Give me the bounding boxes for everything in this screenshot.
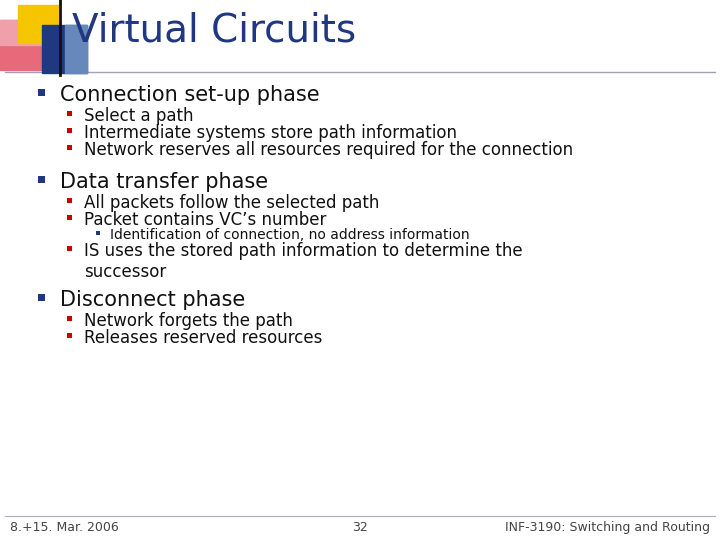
Bar bbox=[67, 127, 72, 132]
Bar bbox=[18, 5, 60, 43]
Bar bbox=[67, 111, 72, 116]
Text: Network reserves all resources required for the connection: Network reserves all resources required … bbox=[84, 141, 573, 159]
Text: INF-3190: Switching and Routing: INF-3190: Switching and Routing bbox=[505, 521, 710, 534]
Text: 8.+15. Mar. 2006: 8.+15. Mar. 2006 bbox=[10, 521, 119, 534]
Bar bbox=[67, 246, 72, 251]
Bar bbox=[38, 89, 45, 96]
Text: Packet contains VC’s number: Packet contains VC’s number bbox=[84, 211, 326, 229]
Bar bbox=[67, 145, 72, 150]
Bar bbox=[67, 214, 72, 219]
Bar bbox=[0, 20, 55, 70]
Bar bbox=[42, 25, 87, 73]
Bar bbox=[38, 176, 45, 183]
Text: Identification of connection, no address information: Identification of connection, no address… bbox=[110, 228, 469, 242]
Text: Data transfer phase: Data transfer phase bbox=[60, 172, 268, 192]
Bar bbox=[96, 231, 100, 235]
Bar bbox=[67, 333, 72, 338]
Bar bbox=[67, 198, 72, 202]
Text: Virtual Circuits: Virtual Circuits bbox=[72, 12, 356, 50]
Bar bbox=[65, 25, 87, 73]
Bar bbox=[67, 315, 72, 321]
Bar bbox=[0, 20, 55, 45]
Text: All packets follow the selected path: All packets follow the selected path bbox=[84, 194, 379, 212]
Text: Network forgets the path: Network forgets the path bbox=[84, 312, 293, 330]
Text: Select a path: Select a path bbox=[84, 107, 194, 125]
Text: Intermediate systems store path information: Intermediate systems store path informat… bbox=[84, 124, 457, 142]
Text: Connection set-up phase: Connection set-up phase bbox=[60, 85, 320, 105]
Text: 32: 32 bbox=[352, 521, 368, 534]
Text: IS uses the stored path information to determine the
successor: IS uses the stored path information to d… bbox=[84, 242, 523, 281]
Text: Disconnect phase: Disconnect phase bbox=[60, 290, 246, 310]
Bar bbox=[38, 294, 45, 300]
Text: Releases reserved resources: Releases reserved resources bbox=[84, 329, 323, 347]
